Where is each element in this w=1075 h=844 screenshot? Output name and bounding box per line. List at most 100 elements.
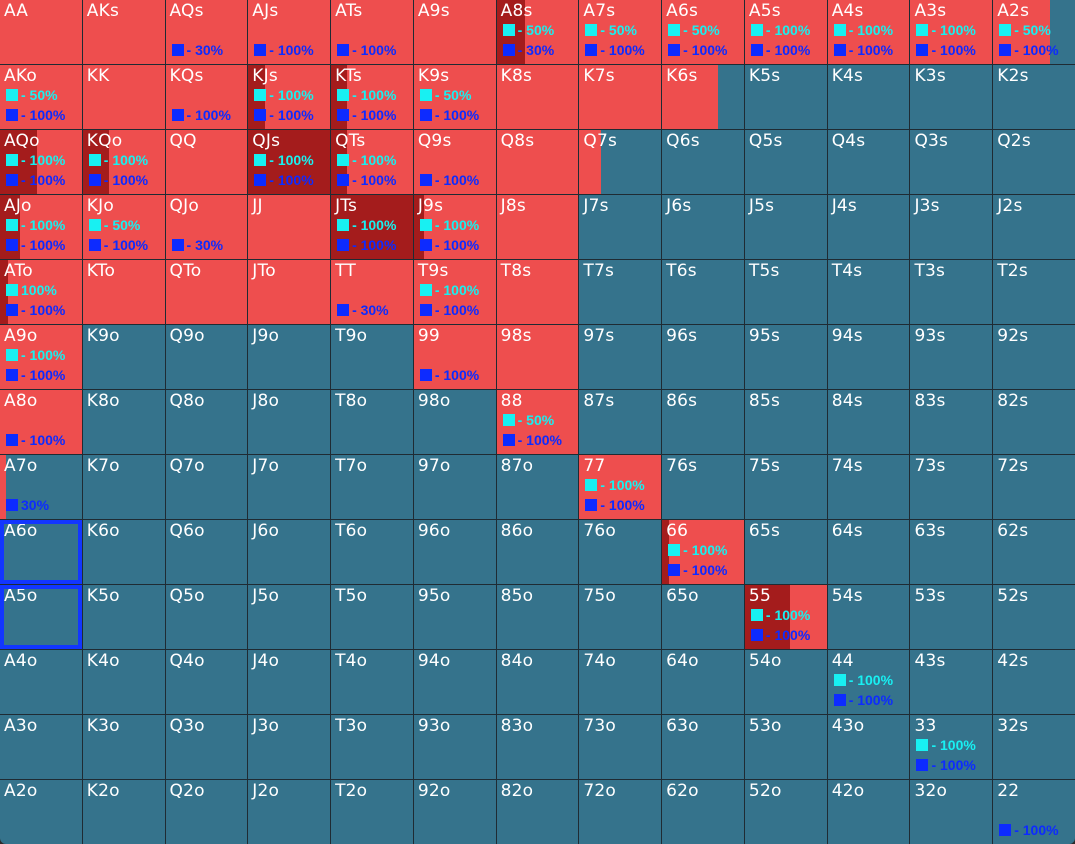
hand-cell-JTo[interactable]: JTo <box>248 260 331 324</box>
hand-cell-92o[interactable]: 92o <box>413 780 496 844</box>
hand-cell-64s[interactable]: 64s <box>827 520 910 584</box>
hand-cell-22[interactable]: 22 - 100% <box>993 780 1075 844</box>
hand-cell-J7s[interactable]: J7s <box>579 195 662 259</box>
hand-cell-Q6s[interactable]: Q6s <box>662 130 744 194</box>
hand-cell-86s[interactable]: 86s <box>662 390 744 454</box>
hand-cell-T7o[interactable]: T7o <box>331 455 413 519</box>
hand-cell-Q2s[interactable]: Q2s <box>993 130 1075 194</box>
hand-cell-Q4o[interactable]: Q4o <box>165 650 248 714</box>
hand-cell-96o[interactable]: 96o <box>413 520 496 584</box>
hand-cell-32s[interactable]: 32s <box>993 715 1075 779</box>
hand-cell-85s[interactable]: 85s <box>744 390 827 454</box>
hand-cell-ATo[interactable]: ATo 100% - 100% <box>0 260 82 324</box>
hand-cell-AQo[interactable]: AQo - 100% - 100% <box>0 130 82 194</box>
hand-cell-A9s[interactable]: A9s <box>413 0 496 64</box>
hand-cell-A3s[interactable]: A3s - 100% - 100% <box>910 0 993 64</box>
hand-cell-75o[interactable]: 75o <box>579 585 662 649</box>
hand-cell-J4s[interactable]: J4s <box>827 195 910 259</box>
hand-cell-Q7o[interactable]: Q7o <box>165 455 248 519</box>
hand-cell-96s[interactable]: 96s <box>662 325 744 389</box>
hand-cell-K8o[interactable]: K8o <box>82 390 165 454</box>
hand-cell-KQs[interactable]: KQs - 100% <box>165 65 248 129</box>
hand-cell-QTo[interactable]: QTo <box>165 260 248 324</box>
hand-cell-AJo[interactable]: AJo - 100% - 100% <box>0 195 82 259</box>
hand-cell-J5s[interactable]: J5s <box>744 195 827 259</box>
hand-cell-A8o[interactable]: A8o - 100% <box>0 390 82 454</box>
hand-cell-Q3o[interactable]: Q3o <box>165 715 248 779</box>
hand-cell-QJo[interactable]: QJo - 30% <box>165 195 248 259</box>
hand-cell-AQs[interactable]: AQs - 30% <box>165 0 248 64</box>
hand-cell-52s[interactable]: 52s <box>993 585 1075 649</box>
hand-cell-J8o[interactable]: J8o <box>248 390 331 454</box>
hand-cell-A7s[interactable]: A7s - 50% - 100% <box>579 0 662 64</box>
hand-cell-73s[interactable]: 73s <box>910 455 993 519</box>
hand-cell-T8s[interactable]: T8s <box>496 260 579 324</box>
hand-cell-87o[interactable]: 87o <box>496 455 579 519</box>
hand-cell-Q9s[interactable]: Q9s - 100% <box>413 130 496 194</box>
hand-cell-T9s[interactable]: T9s - 100% - 100% <box>413 260 496 324</box>
hand-cell-JJ[interactable]: JJ <box>248 195 331 259</box>
hand-cell-55[interactable]: 55- 100% - 100% <box>744 585 827 649</box>
hand-cell-K3o[interactable]: K3o <box>82 715 165 779</box>
hand-cell-86o[interactable]: 86o <box>496 520 579 584</box>
hand-cell-J3s[interactable]: J3s <box>910 195 993 259</box>
hand-cell-95o[interactable]: 95o <box>413 585 496 649</box>
hand-cell-88[interactable]: 88- 50% - 100% <box>496 390 579 454</box>
hand-cell-K8s[interactable]: K8s <box>496 65 579 129</box>
hand-cell-95s[interactable]: 95s <box>744 325 827 389</box>
hand-cell-KJs[interactable]: KJs - 100% - 100% <box>248 65 331 129</box>
hand-cell-82s[interactable]: 82s <box>993 390 1075 454</box>
hand-cell-94o[interactable]: 94o <box>413 650 496 714</box>
hand-cell-QTs[interactable]: QTs - 100% - 100% <box>331 130 413 194</box>
hand-cell-QQ[interactable]: QQ <box>165 130 248 194</box>
hand-cell-62o[interactable]: 62o <box>662 780 744 844</box>
hand-cell-63o[interactable]: 63o <box>662 715 744 779</box>
hand-cell-K4s[interactable]: K4s <box>827 65 910 129</box>
hand-cell-A7o[interactable]: A7o 30% <box>0 455 82 519</box>
hand-cell-Q6o[interactable]: Q6o <box>165 520 248 584</box>
hand-cell-A2o[interactable]: A2o <box>0 780 82 844</box>
hand-cell-Q5o[interactable]: Q5o <box>165 585 248 649</box>
hand-cell-J3o[interactable]: J3o <box>248 715 331 779</box>
hand-cell-52o[interactable]: 52o <box>744 780 827 844</box>
hand-cell-AJs[interactable]: AJs - 100% <box>248 0 331 64</box>
hand-cell-85o[interactable]: 85o <box>496 585 579 649</box>
hand-cell-AA[interactable]: AA <box>0 0 82 64</box>
hand-cell-72s[interactable]: 72s <box>993 455 1075 519</box>
hand-cell-K3s[interactable]: K3s <box>910 65 993 129</box>
hand-cell-84s[interactable]: 84s <box>827 390 910 454</box>
hand-cell-A6s[interactable]: A6s - 50% - 100% <box>662 0 744 64</box>
hand-cell-T2s[interactable]: T2s <box>993 260 1075 324</box>
hand-cell-K4o[interactable]: K4o <box>82 650 165 714</box>
hand-cell-K2s[interactable]: K2s <box>993 65 1075 129</box>
hand-cell-72o[interactable]: 72o <box>579 780 662 844</box>
hand-cell-A6o[interactable]: A6o <box>0 520 82 584</box>
hand-cell-A2s[interactable]: A2s - 50% - 100% <box>993 0 1075 64</box>
hand-cell-T4o[interactable]: T4o <box>331 650 413 714</box>
hand-cell-KJo[interactable]: KJo - 50% - 100% <box>82 195 165 259</box>
hand-cell-TT[interactable]: TT - 30% <box>331 260 413 324</box>
hand-cell-98o[interactable]: 98o <box>413 390 496 454</box>
hand-cell-74o[interactable]: 74o <box>579 650 662 714</box>
hand-cell-J9s[interactable]: J9s - 100% - 100% <box>413 195 496 259</box>
hand-cell-98s[interactable]: 98s <box>496 325 579 389</box>
hand-cell-42o[interactable]: 42o <box>827 780 910 844</box>
hand-cell-65o[interactable]: 65o <box>662 585 744 649</box>
hand-cell-99[interactable]: 99 - 100% <box>413 325 496 389</box>
hand-cell-J4o[interactable]: J4o <box>248 650 331 714</box>
hand-cell-T2o[interactable]: T2o <box>331 780 413 844</box>
hand-cell-K5s[interactable]: K5s <box>744 65 827 129</box>
hand-cell-82o[interactable]: 82o <box>496 780 579 844</box>
hand-cell-63s[interactable]: 63s <box>910 520 993 584</box>
hand-cell-94s[interactable]: 94s <box>827 325 910 389</box>
hand-cell-93o[interactable]: 93o <box>413 715 496 779</box>
hand-cell-K7s[interactable]: K7s <box>579 65 662 129</box>
hand-cell-83s[interactable]: 83s <box>910 390 993 454</box>
hand-cell-44[interactable]: 44- 100% - 100% <box>827 650 910 714</box>
hand-cell-53s[interactable]: 53s <box>910 585 993 649</box>
hand-cell-54s[interactable]: 54s <box>827 585 910 649</box>
hand-cell-J6o[interactable]: J6o <box>248 520 331 584</box>
hand-cell-ATs[interactable]: ATs - 100% <box>331 0 413 64</box>
hand-cell-T3s[interactable]: T3s <box>910 260 993 324</box>
hand-cell-J7o[interactable]: J7o <box>248 455 331 519</box>
